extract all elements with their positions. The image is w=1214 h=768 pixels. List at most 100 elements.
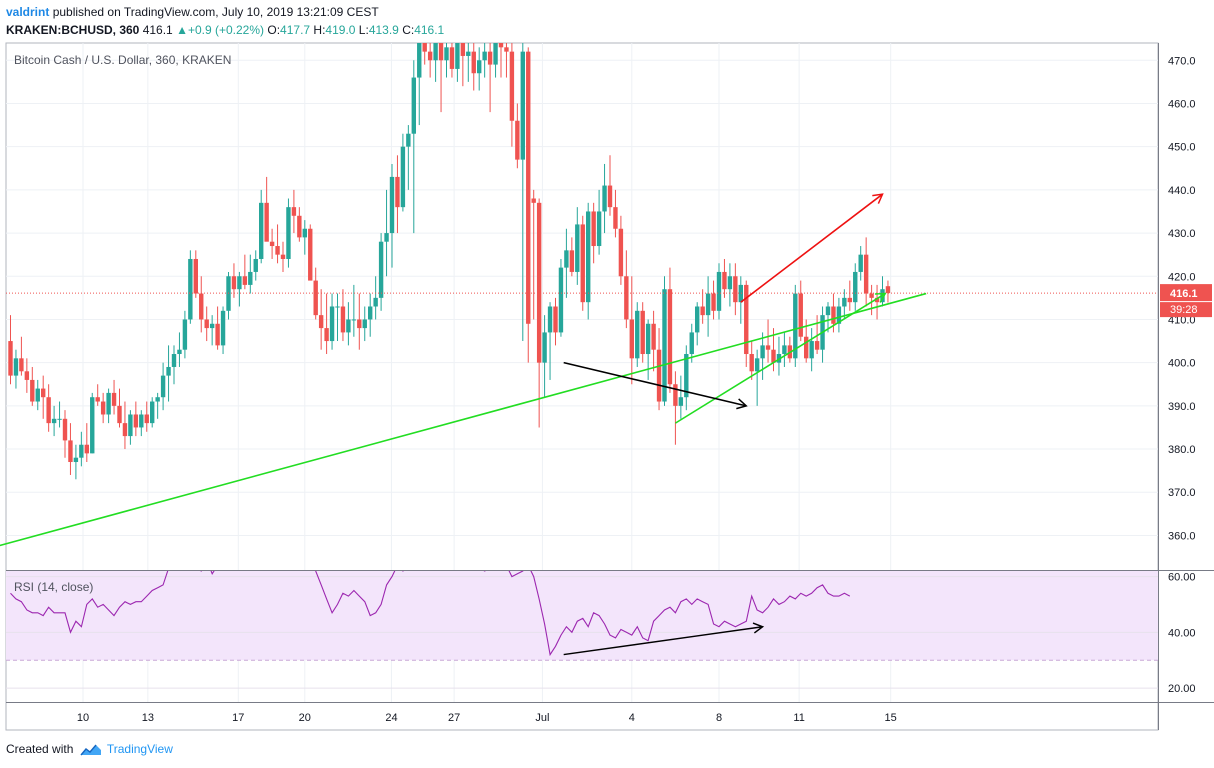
candle-body — [100, 401, 106, 415]
x-tick-label: 11 — [793, 712, 804, 724]
ohlc-close-label: C: — [402, 23, 415, 37]
ohlc-low-value: 413.9 — [368, 23, 399, 37]
candle-body — [13, 358, 19, 376]
symbol-line: KRAKEN:BCHUSD, 360 416.1 ▲+0.9 (+0.22%) … — [6, 23, 444, 37]
candle-body — [90, 397, 95, 454]
last-price: 416.1 — [142, 23, 173, 37]
candle-body — [253, 258, 258, 272]
x-tick-label: 4 — [629, 712, 635, 724]
ohlc-high-label: H: — [313, 23, 326, 37]
candle-body — [531, 198, 536, 203]
candle-body — [858, 254, 863, 272]
candle-body — [580, 224, 585, 303]
candle-body — [498, 43, 504, 48]
candle-body — [711, 293, 716, 311]
candle-body — [313, 280, 318, 316]
candle-body — [329, 306, 335, 342]
tradingview-brand[interactable]: TradingView — [106, 742, 173, 756]
candle-body — [133, 414, 139, 428]
candle-body — [749, 354, 754, 372]
candle-body — [853, 271, 858, 303]
symbol-name[interactable]: KRAKEN:BCHUSD, 360 — [6, 23, 140, 37]
candle-body — [482, 51, 487, 61]
candle-body — [754, 358, 760, 372]
candle-body — [351, 319, 357, 321]
candle-body — [727, 276, 733, 290]
x-tick-label: 8 — [716, 712, 722, 724]
candle-body — [400, 146, 406, 208]
candle-body — [863, 254, 869, 294]
ohlc-close-value: 416.1 — [414, 23, 445, 37]
black-arrow — [563, 361, 748, 410]
green-trendline — [0, 292, 927, 547]
author-name[interactable]: valdrint — [6, 5, 50, 19]
candle-body — [449, 47, 455, 69]
candle-body — [177, 349, 182, 355]
chart-title: Bitcoin Cash / U.S. Dollar, 360, KRAKEN — [14, 53, 231, 67]
candle-body — [575, 224, 580, 272]
candle-body — [607, 185, 613, 208]
candle-body — [586, 211, 591, 303]
ohlc-open-value: 417.7 — [280, 23, 311, 37]
candle-body — [804, 336, 809, 359]
candle-body — [297, 215, 302, 238]
rsi-y-tick-label: 40.00 — [1168, 627, 1196, 639]
candle-body — [842, 297, 847, 307]
candle-body — [411, 77, 416, 134]
candle-body — [160, 375, 166, 398]
candle-body — [193, 258, 198, 294]
tradingview-logo-icon — [80, 744, 101, 756]
rsi-y-tick-label: 60.00 — [1168, 572, 1196, 584]
candle-body — [733, 276, 738, 303]
candle-body — [62, 418, 68, 441]
candle-body — [335, 306, 340, 308]
y-tick-label: 430.0 — [1168, 228, 1196, 240]
candle-body — [188, 258, 193, 320]
candle-body — [885, 286, 891, 294]
red-trendline-arrow — [740, 193, 884, 303]
candle-body — [357, 319, 362, 329]
x-tick-label: 10 — [77, 712, 89, 724]
candle-body — [215, 323, 220, 346]
y-tick-label: 380.0 — [1168, 444, 1196, 456]
rsi-y-tick-label: 20.00 — [1168, 683, 1196, 695]
y-tick-label: 410.0 — [1168, 314, 1196, 326]
x-tick-label: 15 — [885, 712, 897, 724]
candle-body — [678, 397, 684, 406]
y-tick-label: 470.0 — [1168, 55, 1196, 67]
candle-body — [264, 202, 269, 242]
candle-body — [798, 293, 803, 337]
candle-body — [771, 349, 776, 363]
candle-body — [308, 228, 313, 281]
candle-body — [591, 211, 596, 247]
candle-body — [389, 176, 395, 234]
rsi-divergence-arrow — [563, 622, 765, 656]
created-with-text: Created with — [6, 742, 74, 756]
candle-body — [395, 176, 400, 208]
candle-body — [782, 345, 787, 355]
candle-body — [35, 388, 40, 402]
candle-body — [624, 276, 629, 320]
candle-body — [705, 293, 711, 316]
candle-body — [19, 358, 24, 372]
candle-body — [504, 47, 509, 52]
candle-body — [373, 297, 378, 307]
candle-body — [847, 297, 852, 303]
candle-body — [520, 51, 525, 160]
candle-body — [487, 51, 493, 65]
candle-body — [471, 51, 476, 74]
candle-body — [667, 289, 673, 385]
candle-body — [199, 293, 204, 320]
candle-body — [438, 43, 444, 61]
candle-body — [68, 440, 73, 463]
candle-body — [378, 241, 384, 298]
candle-body — [51, 418, 57, 424]
annotations-group — [0, 193, 927, 547]
candle-body — [318, 315, 324, 329]
candle-body — [384, 233, 389, 242]
candle-body — [738, 284, 743, 303]
candle-body — [460, 43, 466, 56]
candle-body — [346, 319, 351, 333]
x-tick-label: Jul — [535, 712, 549, 724]
